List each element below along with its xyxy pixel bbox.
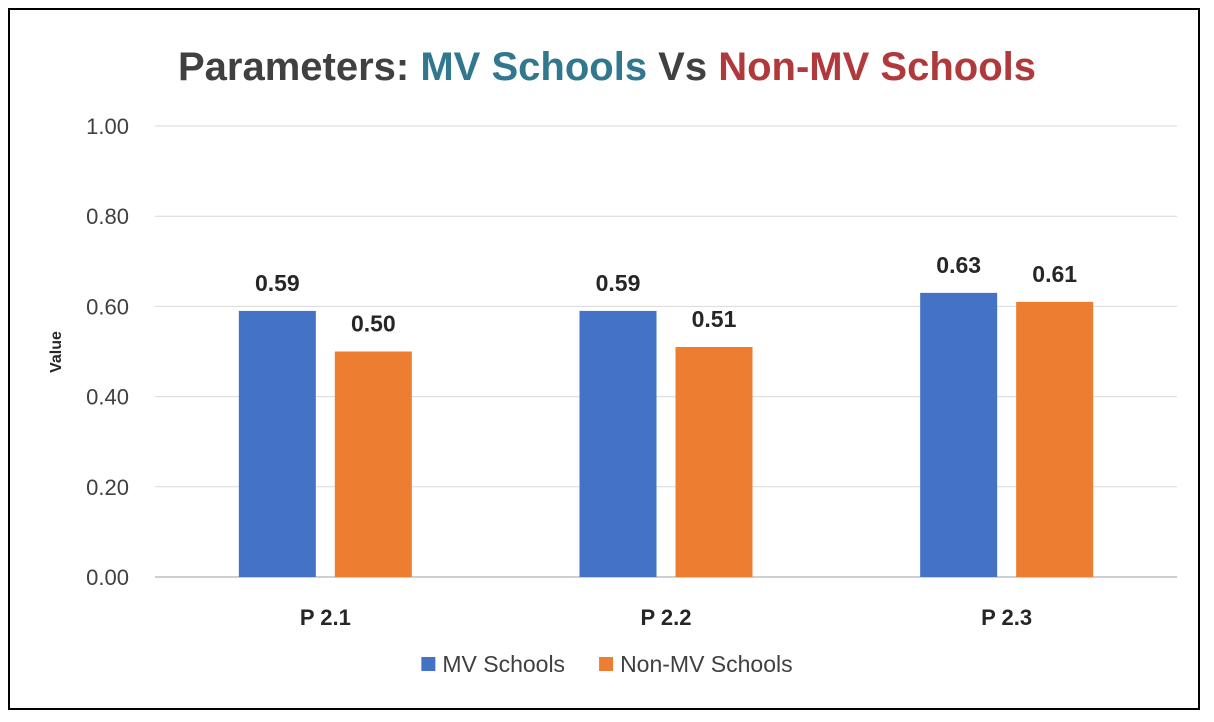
chart-title: Parameters: MV Schools Vs Non-MV Schools	[178, 45, 1036, 89]
legend: MV Schools Non-MV Schools	[421, 651, 793, 677]
chart-title-part-0: Parameters:	[178, 45, 420, 89]
y-tick-label: 0.80	[86, 204, 129, 229]
data-label: 0.51	[692, 306, 737, 332]
gridlines	[155, 125, 1177, 578]
y-tick-label: 0.00	[86, 565, 129, 590]
bars	[238, 292, 1094, 577]
data-label: 0.61	[1032, 261, 1077, 287]
y-tick-label: 0.60	[86, 294, 129, 319]
legend-label-non-mv: Non-MV Schools	[620, 651, 793, 677]
legend-swatch-mv	[421, 657, 436, 671]
legend-label-mv: MV Schools	[442, 651, 565, 677]
bar-non-mv-1	[334, 351, 412, 577]
x-category-label: P 2.3	[981, 605, 1032, 630]
data-label: 0.50	[351, 311, 396, 337]
legend-swatch-non-mv	[599, 657, 614, 671]
y-axis-ticks: 0.00 0.20 0.40 0.60 0.80 1.00	[86, 114, 129, 590]
data-labels: 0.59 0.50 0.59 0.51 0.63 0.61	[255, 252, 1077, 337]
y-axis-label: Value	[48, 331, 65, 373]
bar-non-mv-2	[675, 346, 753, 577]
bar-non-mv-3	[1016, 301, 1094, 577]
chart-title-part-1: MV Schools	[420, 45, 647, 89]
x-axis-categories: P 2.1 P 2.2 P 2.3	[300, 605, 1032, 630]
bar-mv-2	[579, 310, 657, 577]
data-label: 0.59	[255, 270, 300, 296]
chart-title-part-2: Vs	[647, 45, 718, 89]
bar-mv-1	[238, 310, 316, 577]
y-tick-label: 1.00	[86, 114, 129, 139]
data-label: 0.59	[596, 270, 641, 296]
x-category-label: P 2.1	[300, 605, 351, 630]
chart-title-part-3: Non-MV Schools	[718, 45, 1036, 89]
y-tick-label: 0.40	[86, 385, 129, 410]
x-category-label: P 2.2	[641, 605, 692, 630]
data-label: 0.63	[936, 252, 981, 278]
bar-mv-3	[920, 292, 998, 577]
y-tick-label: 0.20	[86, 475, 129, 500]
